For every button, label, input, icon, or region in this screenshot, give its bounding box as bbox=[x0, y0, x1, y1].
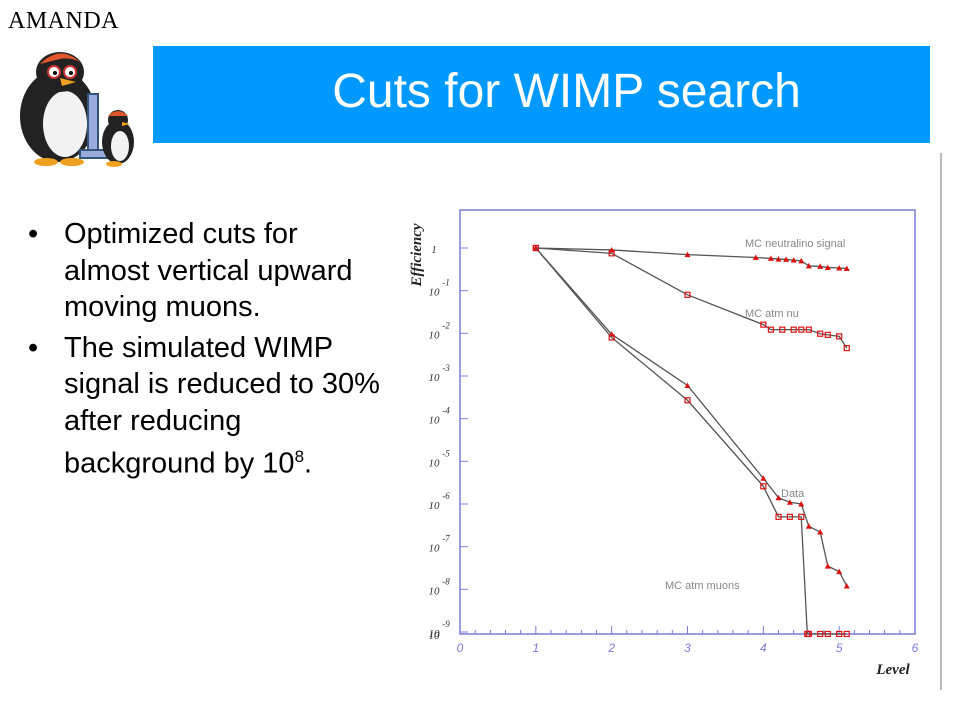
efficiency-chart-svg: 0 1 2 3 4 5 6110-110-210-310-410-510-610-710-8… bbox=[409, 153, 942, 690]
data-point-square bbox=[775, 513, 782, 520]
bullet-text: Optimized cuts for almost vertical upwar… bbox=[64, 218, 353, 323]
data-point-square bbox=[817, 330, 824, 337]
y-tick-label: 10 bbox=[429, 500, 441, 512]
plot-frame bbox=[459, 209, 916, 635]
data-point-triangle bbox=[843, 265, 850, 272]
data-point-square bbox=[805, 326, 812, 333]
data-point-triangle bbox=[798, 501, 805, 507]
y-tick-exponent: -6 bbox=[442, 491, 450, 501]
data-point-triangle bbox=[684, 382, 691, 388]
series-line-3 bbox=[535, 247, 848, 587]
data-point-square bbox=[684, 291, 691, 298]
data-point-square bbox=[779, 326, 786, 333]
y-tick-label: 10 bbox=[429, 457, 441, 469]
y-tick-exponent: -2 bbox=[442, 320, 450, 330]
data-point-triangle bbox=[836, 264, 843, 271]
y-tick-label: 10 bbox=[429, 543, 441, 555]
series-label: Data bbox=[781, 488, 805, 500]
x-tick-label: 6 bbox=[912, 641, 919, 655]
data-point-triangle bbox=[767, 255, 774, 261]
y-tick-label: 10 bbox=[429, 630, 441, 642]
y-tick-exponent: -4 bbox=[442, 406, 450, 416]
data-point-square bbox=[608, 334, 615, 341]
data-point-triangle bbox=[786, 499, 793, 505]
data-point-triangle bbox=[775, 494, 782, 501]
data-point-square bbox=[767, 326, 775, 333]
y-tick-exponent: -5 bbox=[442, 448, 450, 458]
x-tick-label: 1 bbox=[532, 641, 539, 655]
slide-title: Cuts for WIMP search bbox=[332, 65, 801, 118]
bullet-item: • The simulated WIMP signal is reduced to… bbox=[26, 330, 386, 483]
data-point-square bbox=[798, 513, 805, 520]
y-tick-exponent: -3 bbox=[442, 363, 450, 373]
bullet-dot: • bbox=[28, 331, 39, 364]
y-tick-exponent: -7 bbox=[442, 534, 450, 544]
data-point-triangle bbox=[805, 523, 812, 529]
efficiency-chart: 0 1 2 3 4 5 6 1 10 -1 10 -2 10 -3 10 -4 10 -5 10 -6 10 -7 10 -8… bbox=[395, 153, 943, 690]
data-point-triangle bbox=[783, 256, 790, 262]
data-point-triangle bbox=[817, 529, 824, 535]
y-tick-label: 10 bbox=[429, 628, 441, 640]
y-tick-label: 10 bbox=[429, 372, 441, 384]
y-tick-exponent: -9 bbox=[442, 619, 450, 629]
y-tick-label: 10 bbox=[429, 329, 441, 341]
data-point-square bbox=[836, 333, 843, 340]
y-tick-label: 1 bbox=[431, 244, 437, 256]
data-point-square bbox=[608, 250, 615, 257]
data-point-triangle bbox=[760, 475, 767, 481]
x-tick-label: 2 bbox=[607, 641, 615, 655]
data-point-square bbox=[843, 630, 850, 638]
x-axis-label: Level bbox=[875, 662, 910, 678]
data-point-square bbox=[760, 321, 767, 328]
amanda-penguin-logo bbox=[10, 44, 145, 172]
data-point-triangle bbox=[798, 257, 805, 264]
data-point-triangle bbox=[805, 262, 812, 269]
data-point-triangle bbox=[824, 563, 831, 569]
data-point-triangle bbox=[775, 256, 782, 262]
series-line-2 bbox=[535, 247, 848, 349]
data-point-square bbox=[843, 345, 850, 352]
x-tick-label: 5 bbox=[836, 641, 843, 655]
title-bar: Cuts for WIMP search bbox=[153, 46, 930, 143]
x-tick-label: 3 bbox=[684, 641, 691, 655]
data-point-square bbox=[817, 630, 824, 638]
y-tick-exponent: -8 bbox=[442, 576, 450, 586]
x-tick-label: 4 bbox=[760, 641, 767, 655]
data-point-triangle bbox=[684, 251, 691, 258]
bullet-dot: • bbox=[28, 218, 39, 250]
data-point-square bbox=[786, 513, 793, 520]
data-point-square bbox=[790, 326, 797, 333]
bullet-item: • Optimized cuts for almost vertical upwa… bbox=[26, 216, 386, 326]
data-point-square bbox=[684, 397, 691, 404]
data-point-square bbox=[824, 630, 831, 638]
data-point-square bbox=[532, 244, 539, 252]
y-tick-exponent: -1 bbox=[442, 278, 450, 288]
series-label: MC atm nu bbox=[745, 308, 799, 320]
series-label: MC neutralino signal bbox=[745, 238, 845, 250]
bullet-superscript: 8 bbox=[294, 447, 305, 466]
data-point-triangle bbox=[790, 257, 797, 263]
x-tick-label: 0 bbox=[457, 641, 464, 655]
series-line-4 bbox=[535, 247, 847, 635]
bullet-tail: . bbox=[304, 447, 313, 480]
y-axis-label: Efficiency bbox=[409, 223, 425, 287]
data-point-triangle bbox=[752, 254, 759, 260]
bullet-text: The simulated WIMP signal is reduced to … bbox=[64, 331, 380, 480]
bullet-list: • Optimized cuts for almost vertical upwa… bbox=[26, 216, 386, 486]
data-point-square bbox=[760, 483, 767, 490]
series-label: MC atm muons bbox=[665, 580, 740, 592]
data-point-square bbox=[805, 630, 812, 638]
data-point-square bbox=[836, 630, 843, 638]
amanda-label: AMANDA bbox=[8, 8, 119, 34]
y-tick-label: 10 bbox=[429, 287, 441, 299]
y-tick-label: 10 bbox=[429, 415, 441, 427]
data-point-triangle bbox=[824, 264, 831, 270]
data-point-triangle bbox=[836, 568, 843, 575]
data-point-triangle bbox=[817, 263, 824, 269]
y-tick-label: 10 bbox=[429, 585, 441, 597]
data-point-square bbox=[824, 331, 831, 338]
data-point-triangle bbox=[843, 582, 850, 589]
data-point-square bbox=[798, 326, 805, 333]
